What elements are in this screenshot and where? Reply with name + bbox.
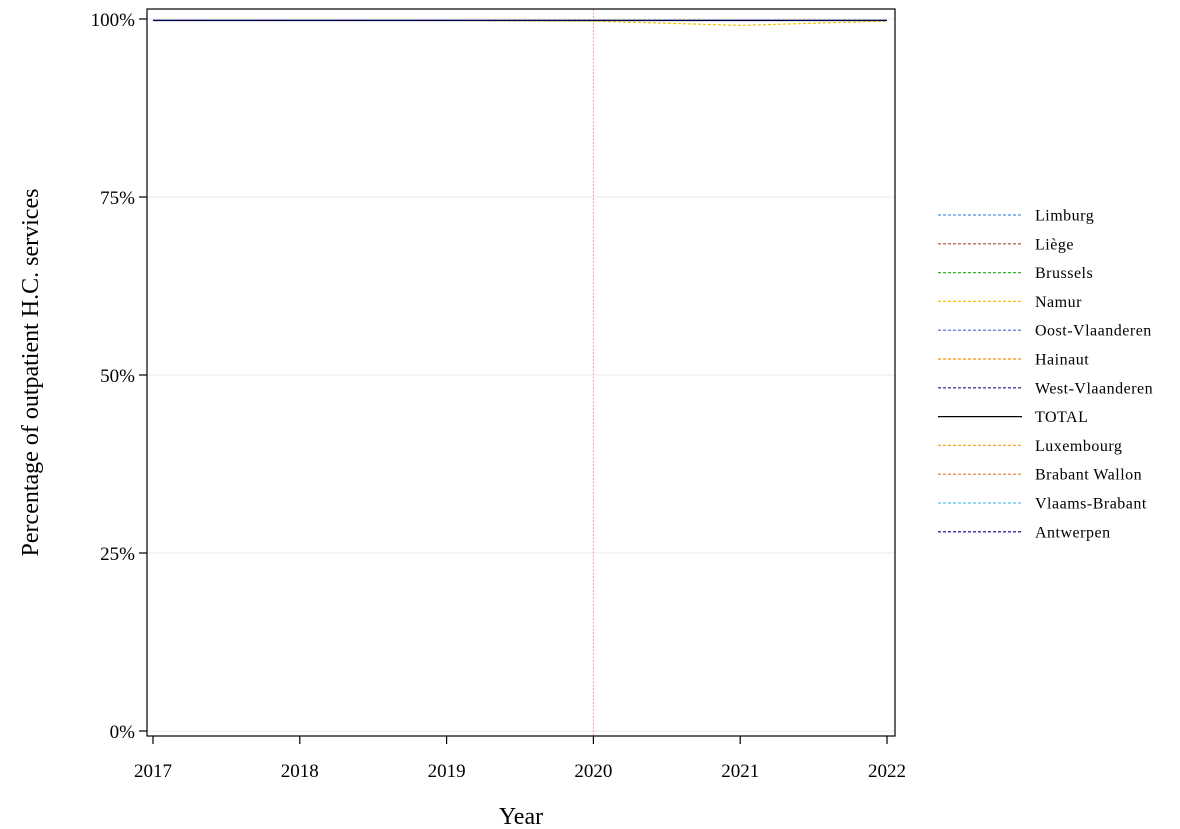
axes-layer: 2017 2018 2019 2020 2021 2022 0% 25% 50% 75% 100%	[91, 10, 906, 782]
x-tick-label: 2018	[281, 761, 319, 782]
x-tick-label: 2019	[428, 761, 466, 782]
legend-label-li-ge: Liège	[1035, 236, 1074, 253]
grid-layer	[147, 18, 895, 732]
legend-label-brabant-wallon: Brabant Wallon	[1035, 467, 1142, 484]
legend-label-namur: Namur	[1035, 294, 1082, 311]
series-line-namur	[153, 19, 888, 27]
y-tick-label: 0%	[110, 722, 136, 743]
x-tick-label: 2017	[134, 761, 172, 782]
legend-label-west-vlaanderen: West-Vlaanderen	[1035, 380, 1153, 397]
x-axis-title: Year	[499, 804, 543, 829]
x-tick-label: 2020	[574, 761, 612, 782]
legend-label-total: TOTAL	[1035, 409, 1088, 426]
plot-frame	[146, 8, 896, 737]
legend-label-luxembourg: Luxembourg	[1035, 438, 1122, 455]
y-tick-label: 75%	[100, 188, 135, 209]
series-layer	[153, 19, 888, 27]
y-tick-label: 100%	[91, 10, 136, 31]
x-tick-label: 2022	[868, 761, 906, 782]
legend-label-antwerpen: Antwerpen	[1035, 524, 1111, 541]
y-tick-label: 50%	[100, 366, 135, 387]
x-tick-label: 2021	[721, 761, 759, 782]
legend-label-vlaams-brabant: Vlaams-Brabant	[1035, 496, 1147, 513]
y-axis-title: Percentage of outpatient H.C. services	[18, 189, 44, 557]
legend-label-brussels: Brussels	[1035, 265, 1093, 282]
legend-label-hainaut: Hainaut	[1035, 352, 1089, 369]
y-tick-label: 25%	[100, 544, 135, 565]
legend-label-limburg: Limburg	[1035, 208, 1094, 225]
legend: Limburg Liège Brussels Namur Oost-Vlaanderen…	[938, 208, 1153, 541]
legend-label-oost-vlaanderen: Oost-Vlaanderen	[1035, 323, 1152, 340]
